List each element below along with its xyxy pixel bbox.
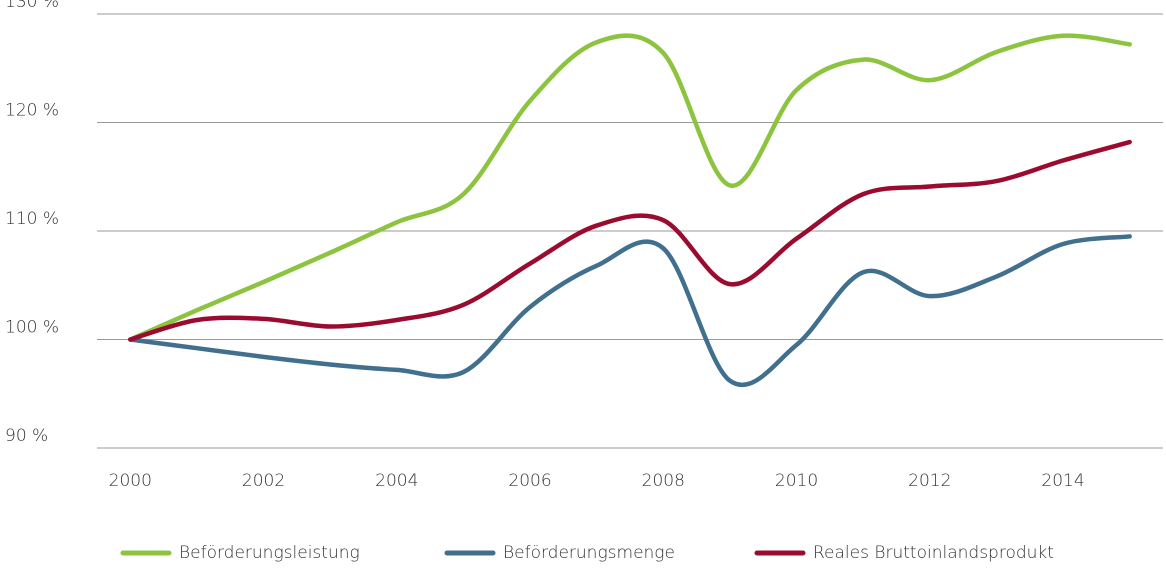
legend-label: Beförderungsleistung bbox=[179, 543, 360, 563]
series-line bbox=[128, 234, 1132, 388]
legend-label: Beförderungsmenge bbox=[503, 543, 675, 563]
x-tick-label: 2002 bbox=[242, 471, 285, 491]
legend-label: Reales Bruttoinlandsprodukt bbox=[813, 543, 1054, 563]
series-line bbox=[128, 33, 1132, 342]
x-tick-label: 2004 bbox=[375, 471, 418, 491]
y-tick-label: 90 % bbox=[5, 426, 48, 446]
y-tick-label: 110 % bbox=[5, 209, 59, 229]
x-tick-label: 2000 bbox=[109, 471, 152, 491]
x-tick-label: 2014 bbox=[1041, 471, 1084, 491]
y-tick-label: 130 % bbox=[5, 0, 59, 12]
series-line bbox=[128, 139, 1132, 342]
x-tick-label: 2006 bbox=[508, 471, 551, 491]
x-tick-label: 2008 bbox=[642, 471, 685, 491]
x-tick-label: 2012 bbox=[908, 471, 951, 491]
y-tick-label: 120 % bbox=[5, 101, 59, 121]
x-tick-label: 2010 bbox=[775, 471, 818, 491]
y-tick-label: 100 % bbox=[5, 318, 59, 338]
